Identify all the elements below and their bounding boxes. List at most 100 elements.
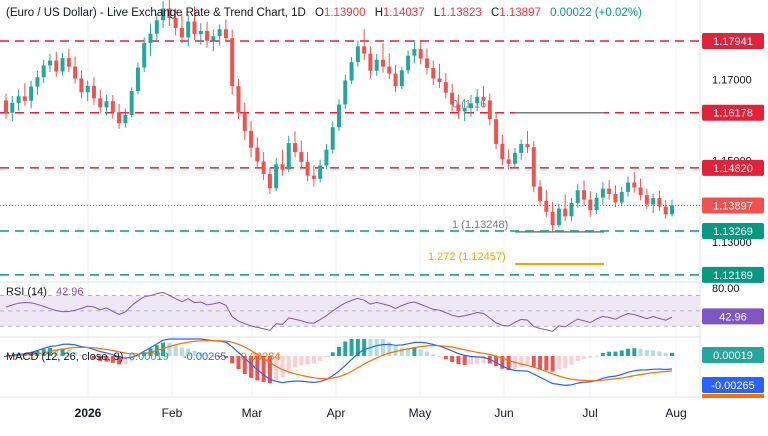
macd-histogram-bar <box>135 356 140 358</box>
low-label: L <box>433 7 441 19</box>
macd-histogram-bar <box>110 356 115 363</box>
candle-body <box>582 190 587 200</box>
candle-body <box>588 199 593 211</box>
candle-body <box>632 182 637 188</box>
macd-histogram-bar <box>337 346 341 356</box>
candle-body <box>299 152 304 162</box>
candle-body <box>525 143 530 148</box>
macd-histogram-bar <box>123 356 128 365</box>
candle-body <box>173 17 178 29</box>
macd-histogram-bar <box>525 356 530 366</box>
candle-body <box>148 33 153 44</box>
macd-histogram-bar <box>343 341 348 356</box>
candle-body <box>619 191 624 203</box>
candle-body <box>311 175 316 179</box>
macd-histogram-bar <box>305 356 310 365</box>
level-lines <box>0 40 700 276</box>
candle-body <box>638 187 643 196</box>
candle-body <box>186 21 191 38</box>
rsi-value-tag <box>702 308 764 325</box>
high-value: 1.14037 <box>383 7 425 19</box>
candle-body <box>211 36 216 41</box>
candle-body <box>230 38 235 87</box>
candle-body <box>274 164 279 189</box>
high-label: H <box>374 7 384 19</box>
price-tick-label: 1.13000 <box>712 237 752 249</box>
macd-histogram-bar <box>468 356 473 365</box>
macd-histogram-bar <box>406 347 411 356</box>
candle-body <box>362 46 367 54</box>
time-tick-label: 2026 <box>75 406 102 420</box>
macd-histogram-bar <box>632 348 637 356</box>
time-tick-label: Mar <box>242 406 263 420</box>
macd-histogram-bar <box>437 356 442 357</box>
level-tag-label: 1.16178 <box>713 108 753 120</box>
candle-body <box>129 91 134 116</box>
macd-histogram-bar <box>217 356 222 357</box>
candle-body <box>161 8 166 21</box>
macd-title: MACD (12, 26, close, 9) <box>6 351 123 363</box>
candle-body <box>73 66 78 79</box>
macd-histogram-bar <box>550 356 555 372</box>
candle-body <box>563 208 568 217</box>
macd-histogram-bar <box>626 348 631 356</box>
macd-line-label: -0.00265 <box>711 380 754 392</box>
macd-histogram-bar <box>355 339 360 356</box>
candle-body <box>569 202 574 217</box>
candle-body <box>249 130 254 148</box>
candle-body <box>154 20 159 34</box>
macd-histogram-bar <box>544 356 549 371</box>
macd-histogram-bar <box>588 356 593 358</box>
candle-body <box>110 101 115 113</box>
symbol-title: (Euro / US Dollar) - Live Exchange Rate … <box>6 7 306 19</box>
macd-histogram-bar <box>60 348 65 356</box>
candle-body <box>651 198 656 205</box>
macd-hist-label: 0.00019 <box>713 350 753 362</box>
level-tag-label: 1.13269 <box>713 226 753 238</box>
macd-histogram-bar <box>638 348 643 356</box>
macd-histogram-bar <box>129 356 134 362</box>
candle-body <box>374 59 379 71</box>
macd-histogram-bar <box>670 352 674 356</box>
macd-histogram-bar <box>556 356 561 370</box>
candle-body <box>142 43 147 68</box>
macd-histogram-bar <box>299 356 304 366</box>
candle-body <box>512 152 517 164</box>
level-tag-resistance <box>702 159 764 176</box>
candle-body <box>437 78 442 83</box>
candle-body <box>450 92 455 105</box>
macd-line-tag <box>702 377 764 393</box>
macd-histogram-bar <box>582 356 587 359</box>
macd-histogram-bar <box>198 352 203 356</box>
macd-histogram-bar <box>462 356 467 365</box>
macd-histogram-bar <box>362 339 367 356</box>
level-tag-label: 1.14820 <box>713 163 753 175</box>
candle-body <box>670 205 674 215</box>
time-tick-label: Jun <box>494 406 513 420</box>
time-tick-label: Apr <box>327 406 346 420</box>
candle-body <box>556 208 561 226</box>
change-value: 0.00022 (+0.02%) <box>550 7 642 19</box>
candle-body <box>538 186 543 201</box>
macd-histogram-bar <box>236 356 241 370</box>
candle-body <box>179 28 184 38</box>
rsi-tick-label: 80.00 <box>712 283 740 295</box>
macd-histogram-bar <box>98 356 103 361</box>
close-label: C <box>490 7 500 19</box>
candle-body <box>412 49 417 56</box>
level-tag-label: 1.17941 <box>713 36 753 48</box>
price-tick-label: 1.17000 <box>712 74 752 86</box>
macd-histogram-bar <box>91 356 96 359</box>
candle-body <box>198 30 203 35</box>
candle-body <box>519 143 524 153</box>
candle-body <box>91 85 96 99</box>
fib-ext-label: 1.272 (1.12457) <box>428 251 506 263</box>
candle-body <box>98 98 103 108</box>
macd-histogram-bar <box>349 339 354 356</box>
candle-body <box>324 149 329 166</box>
time-tick-label: Jul <box>582 406 597 420</box>
macd-histogram-bar <box>242 356 247 375</box>
rsi-line <box>5 291 673 332</box>
candle-body <box>500 143 505 160</box>
